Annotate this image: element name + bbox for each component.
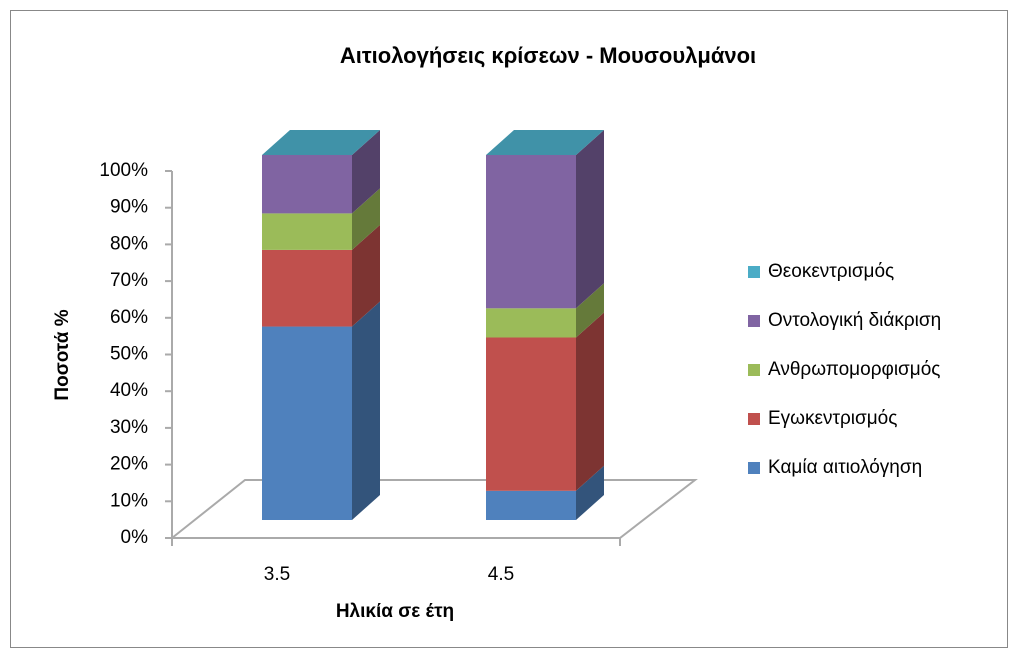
y-tick-label: 20% <box>110 454 148 475</box>
y-axis-label: Ποσοτά % <box>52 309 73 400</box>
legend-swatch <box>748 364 760 376</box>
bar-side <box>576 312 604 491</box>
legend-label: Καμία αιτιολόγηση <box>768 457 922 478</box>
y-tick-label: 100% <box>99 160 148 181</box>
y-tick-label: 70% <box>110 270 148 291</box>
bar-front <box>486 337 576 491</box>
bar-top <box>262 130 380 155</box>
bar-front <box>262 155 352 214</box>
y-tick-label: 90% <box>110 197 148 218</box>
bar-side <box>576 130 604 309</box>
bar-top <box>486 130 604 155</box>
bar-side <box>576 283 604 338</box>
legend-swatch <box>748 266 760 278</box>
y-tick-label: 60% <box>110 307 148 328</box>
bar-side <box>352 224 380 327</box>
x-axis-label: Ηλικία σε έτη <box>336 601 454 622</box>
y-tick-label: 50% <box>110 344 148 365</box>
bar-front <box>486 308 576 338</box>
legend-label: Ανθρωπομορφισμός <box>768 359 940 380</box>
legend-label: Οντολογική διάκριση <box>768 310 941 331</box>
y-tick-label: 10% <box>110 490 148 511</box>
legend-swatch <box>748 315 760 327</box>
bar-front <box>262 249 352 327</box>
legend-swatch <box>748 413 760 425</box>
bar-side <box>576 465 604 520</box>
bar-front <box>486 490 576 520</box>
y-tick-label: 0% <box>121 527 149 548</box>
y-tick-label: 40% <box>110 380 148 401</box>
bar-side <box>352 188 380 250</box>
x-tick-label: 4.5 <box>488 564 514 585</box>
bar-side <box>352 130 380 214</box>
legend-label: Εγωκεντρισμός <box>768 408 897 429</box>
floor <box>169 479 698 539</box>
chart-title: Αιτιολογήσεις κρίσεων - Μουσουλμάνοι <box>340 43 756 68</box>
legend-label: Θεοκεντρισμός <box>768 261 894 282</box>
bar-front <box>262 326 352 520</box>
legend-swatch <box>748 462 760 474</box>
y-tick-label: 80% <box>110 233 148 254</box>
y-tick-label: 30% <box>110 417 148 438</box>
x-tick-label: 3.5 <box>264 564 290 585</box>
bar-side <box>352 301 380 520</box>
bar-front <box>262 213 352 250</box>
bar-front <box>486 155 576 309</box>
